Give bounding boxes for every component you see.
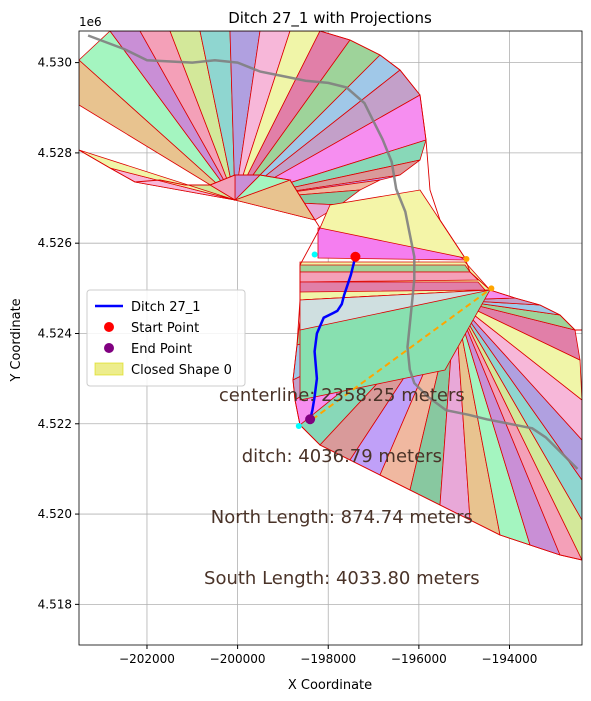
x-axis: −202000 −200000 −198000 −196000 −194000	[119, 645, 537, 666]
projection-polygon	[299, 281, 486, 293]
legend: Ditch 27_1 Start Point End Point Closed Sha…	[86, 289, 246, 387]
y-tick-label: 4.528	[38, 146, 72, 160]
y-tick-label: 4.530	[38, 56, 72, 70]
x-axis-label: X Coordinate	[288, 678, 372, 693]
legend-entry-label: Start Point	[131, 321, 199, 336]
chart-title: Ditch 27_1 with Projections	[228, 9, 432, 28]
annotation-label: ditch: 4036.79 meters	[242, 446, 442, 467]
y-tick-label: 4.518	[38, 597, 72, 611]
x-tick-label: −200000	[210, 652, 266, 666]
y-tick-label: 4.524	[38, 326, 72, 340]
legend-swatch-marker	[104, 343, 114, 353]
points	[295, 251, 495, 430]
legend-box	[86, 289, 246, 387]
ditch-line	[308, 256, 357, 420]
projection-point	[463, 255, 470, 262]
projection-line	[311, 287, 492, 421]
projection-point	[488, 285, 495, 292]
legend-swatch-marker	[104, 322, 114, 332]
projection-polygon	[299, 271, 479, 283]
centerline	[87, 34, 579, 470]
y-tick-label: 4.520	[38, 507, 72, 521]
annotation-label: North Length: 874.74 meters	[211, 507, 473, 528]
legend-swatch-patch	[94, 362, 124, 376]
legend-entry-label: End Point	[131, 342, 192, 357]
plot-frame	[78, 30, 583, 646]
closed-shape-outline	[79, 31, 582, 561]
annotation-label: centerline: 2358.25 meters	[219, 385, 465, 406]
y-tick-label: 4.522	[38, 417, 72, 431]
projection-polygons	[79, 31, 582, 561]
projection-polygon	[299, 264, 471, 273]
projection-polygon	[299, 289, 491, 331]
projection-point	[295, 423, 302, 430]
x-tick-label: −194000	[482, 652, 538, 666]
annotation-label: South Length: 4033.80 meters	[204, 568, 480, 589]
x-tick-label: −198000	[300, 652, 356, 666]
legend-entry-label: Closed Shape 0	[131, 363, 232, 378]
legend-entry-label: Ditch 27_1	[131, 300, 201, 315]
y-offset-label: 1e6	[79, 15, 102, 29]
y-tick-label: 4.526	[38, 236, 72, 250]
y-axis: 4.518 4.520 4.522 4.524 4.526 4.528 4.530	[38, 56, 79, 611]
annotations: centerline: 2358.25 meters ditch: 4036.79…	[204, 385, 480, 589]
projection-point	[311, 251, 318, 258]
x-tick-label: −202000	[119, 652, 175, 666]
y-axis-label: Y Coordinate	[9, 298, 24, 382]
x-tick-label: −196000	[391, 652, 447, 666]
start-point-marker	[350, 251, 361, 262]
plot-area	[79, 31, 582, 561]
end-point-marker	[305, 414, 316, 425]
